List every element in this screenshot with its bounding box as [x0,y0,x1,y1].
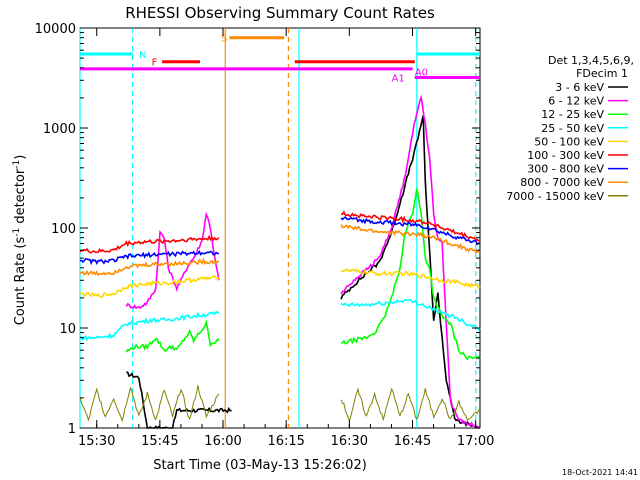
x-tick-label-5: 16:45 [394,434,431,449]
series-line-7-part0 [79,257,219,276]
y-tick-label-4: 10000 [35,22,76,37]
y-axis-label-sup1: -1 [12,228,22,237]
footer-timestamp: 18-Oct-2021 14:41 [562,468,638,477]
series-line-4-part0 [79,275,220,298]
x-tick-label-2: 16:00 [204,434,241,449]
series-line-0-part0 [126,371,232,430]
y-tick-label-1: 10 [59,322,76,337]
y-axis-label-mid: detector [13,168,28,228]
legend-label-1: 6 - 12 keV [548,95,604,108]
plot-area [79,27,481,430]
series-line-3-part0 [79,310,220,342]
series-line-4-part1 [340,267,481,290]
y-axis-label-base: Count Rate (s [13,237,28,326]
legend-label-3: 25 - 50 keV [541,122,604,135]
y-tick-label-2: 100 [51,222,76,237]
y-tick-label-0: 1 [68,422,76,437]
flag-label-5: A0 [415,67,428,78]
legend-label-5: 100 - 300 keV [527,149,604,162]
x-tick-label-1: 15:45 [141,434,178,449]
y-axis-label-sup2: -1 [12,160,22,169]
series-line-6-part0 [79,249,220,266]
series-line-2-part0 [125,319,220,353]
series-line-5-part0 [79,234,220,254]
legend-label-0: 3 - 6 keV [555,81,604,94]
series-line-6-part1 [340,216,481,246]
y-axis: 1 10 100 1000 10000 [35,22,480,437]
legend-label-8: 7000 - 15000 keV [506,190,604,203]
flag-label-2: S [221,34,227,45]
legend-header-line2: FDecim 1 [576,67,628,80]
series-line-7-part1 [340,224,481,254]
series-line-0-part1 [340,115,480,429]
x-tick-label-6: 17:00 [457,434,494,449]
series-line-2-part1 [341,188,481,361]
series-line-1-part0 [125,211,220,310]
x-tick-label-4: 16:30 [331,434,368,449]
legend-label-7: 800 - 7000 keV [520,176,604,189]
flag-label-4: A1 [392,73,405,84]
series-line-3-part1 [340,298,481,331]
x-axis-label: Start Time (03-May-13 15:26:02) [153,458,367,473]
flag-label-0: N [139,50,146,61]
chart-title: RHESSI Observing Summary Count Rates [125,4,435,22]
x-tick-label-0: 15:30 [78,434,115,449]
flag-label-1: F [152,58,158,69]
y-axis-label: Count Rate (s-1 detector-1) [12,155,28,326]
series-line-8-part1 [340,387,481,423]
y-tick-label-3: 1000 [43,122,76,137]
y-axis-label-end: ) [13,155,28,160]
series-line-5-part1 [340,210,481,242]
series-line-8-part0 [79,385,220,423]
legend-header-line1: Det 1,3,4,5,6,9, [548,54,634,67]
legend-label-6: 300 - 800 keV [527,163,604,176]
x-tick-label-3: 16:15 [267,434,304,449]
legend-label-2: 12 - 25 keV [541,108,604,121]
flag-layer: NF S A1 A0 [80,34,480,84]
x-axis: 15:30 15:45 16:00 16:15 16:30 16:45 17:00 [78,28,494,449]
legend-label-4: 50 - 100 keV [534,135,604,148]
